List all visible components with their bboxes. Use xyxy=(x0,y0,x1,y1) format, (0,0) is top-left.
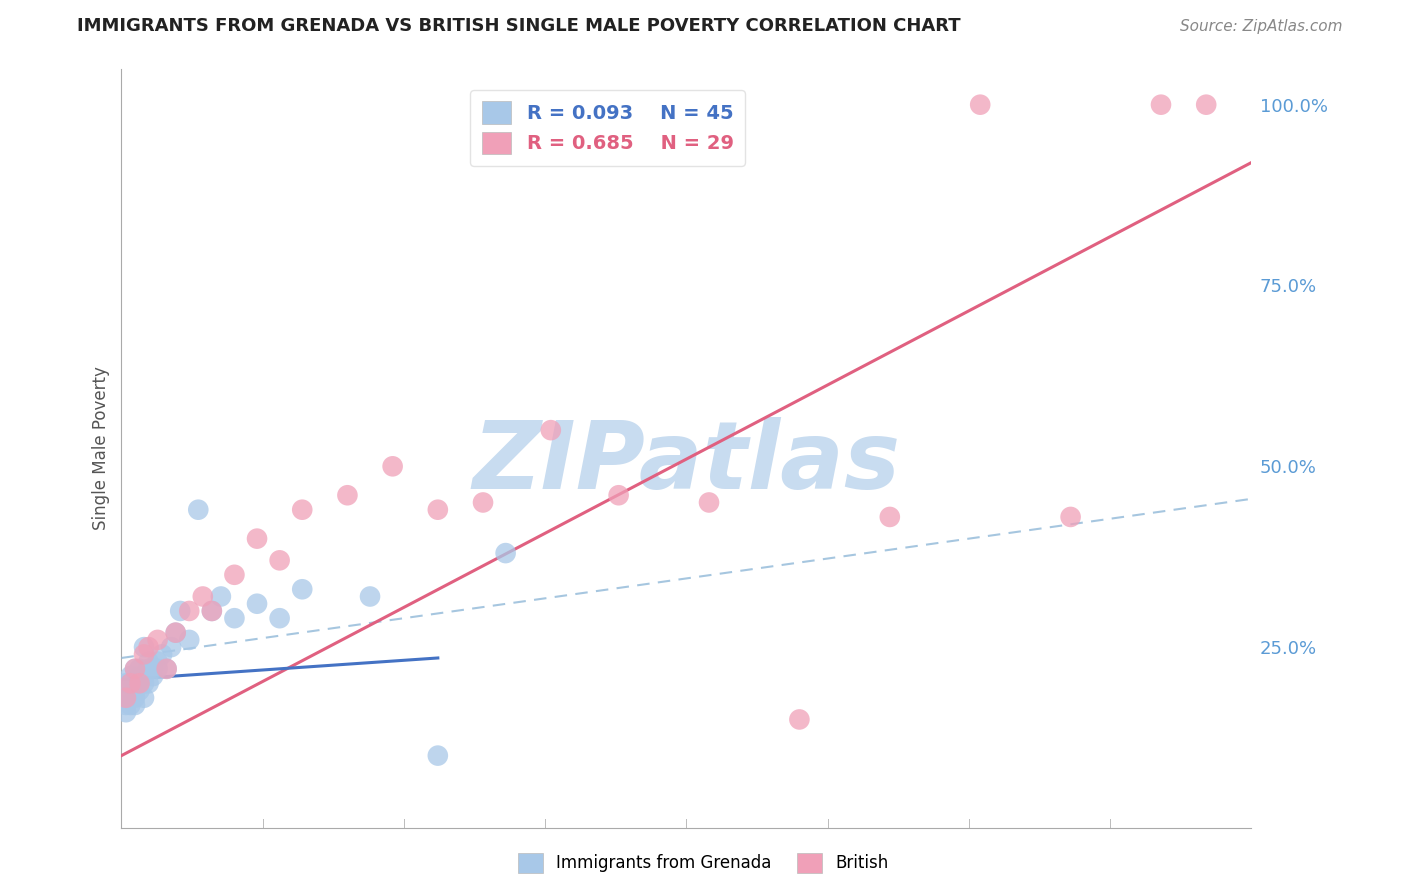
Legend: R = 0.093    N = 45, R = 0.685    N = 29: R = 0.093 N = 45, R = 0.685 N = 29 xyxy=(470,89,745,166)
Point xyxy=(789,713,811,727)
Point xyxy=(169,604,191,618)
Point xyxy=(156,662,179,676)
Point xyxy=(187,502,209,516)
Point xyxy=(697,495,720,509)
Point xyxy=(291,582,314,597)
Text: IMMIGRANTS FROM GRENADA VS BRITISH SINGLE MALE POVERTY CORRELATION CHART: IMMIGRANTS FROM GRENADA VS BRITISH SINGL… xyxy=(77,17,960,35)
Legend: Immigrants from Grenada, British: Immigrants from Grenada, British xyxy=(512,847,894,880)
Point xyxy=(120,690,142,705)
Point xyxy=(124,662,146,676)
Point xyxy=(201,604,224,618)
Point xyxy=(359,590,381,604)
Point xyxy=(426,748,449,763)
Point xyxy=(156,662,179,676)
Point xyxy=(201,604,224,618)
Point xyxy=(120,669,142,683)
Point xyxy=(191,590,214,604)
Point xyxy=(179,632,201,647)
Point xyxy=(142,662,165,676)
Text: Source: ZipAtlas.com: Source: ZipAtlas.com xyxy=(1180,20,1343,34)
Point xyxy=(150,648,173,662)
Point xyxy=(120,676,142,690)
Point xyxy=(224,611,246,625)
Point xyxy=(381,459,404,474)
Point xyxy=(112,690,135,705)
Point xyxy=(120,683,142,698)
Point xyxy=(246,532,269,546)
Point xyxy=(120,698,142,712)
Point xyxy=(146,632,169,647)
Point xyxy=(969,97,991,112)
Point xyxy=(138,640,160,654)
Point xyxy=(128,683,150,698)
Point xyxy=(224,567,246,582)
Point xyxy=(132,648,155,662)
Point xyxy=(132,640,155,654)
Y-axis label: Single Male Poverty: Single Male Poverty xyxy=(93,367,110,530)
Point xyxy=(142,669,165,683)
Point xyxy=(165,625,187,640)
Point xyxy=(607,488,630,502)
Point xyxy=(540,423,562,437)
Point xyxy=(336,488,359,502)
Point xyxy=(1195,97,1218,112)
Point xyxy=(120,676,142,690)
Point xyxy=(209,590,232,604)
Point xyxy=(115,676,138,690)
Point xyxy=(128,676,150,690)
Point xyxy=(472,495,495,509)
Point xyxy=(146,655,169,669)
Point xyxy=(115,698,138,712)
Point xyxy=(291,502,314,516)
Point xyxy=(879,510,901,524)
Point xyxy=(115,690,138,705)
Point xyxy=(124,690,146,705)
Point xyxy=(128,676,150,690)
Point xyxy=(128,662,150,676)
Point xyxy=(495,546,517,560)
Point xyxy=(132,690,155,705)
Point xyxy=(160,640,183,654)
Point xyxy=(426,502,449,516)
Point xyxy=(132,676,155,690)
Point xyxy=(124,676,146,690)
Point xyxy=(132,669,155,683)
Point xyxy=(146,662,169,676)
Text: ZIPatlas: ZIPatlas xyxy=(472,417,900,509)
Point xyxy=(1150,97,1173,112)
Point xyxy=(269,553,291,567)
Point xyxy=(179,604,201,618)
Point xyxy=(128,669,150,683)
Point xyxy=(124,683,146,698)
Point xyxy=(269,611,291,625)
Point xyxy=(165,625,187,640)
Point xyxy=(246,597,269,611)
Point xyxy=(138,676,160,690)
Point xyxy=(138,662,160,676)
Point xyxy=(115,705,138,719)
Point xyxy=(1059,510,1081,524)
Point xyxy=(138,655,160,669)
Point xyxy=(124,662,146,676)
Point xyxy=(124,698,146,712)
